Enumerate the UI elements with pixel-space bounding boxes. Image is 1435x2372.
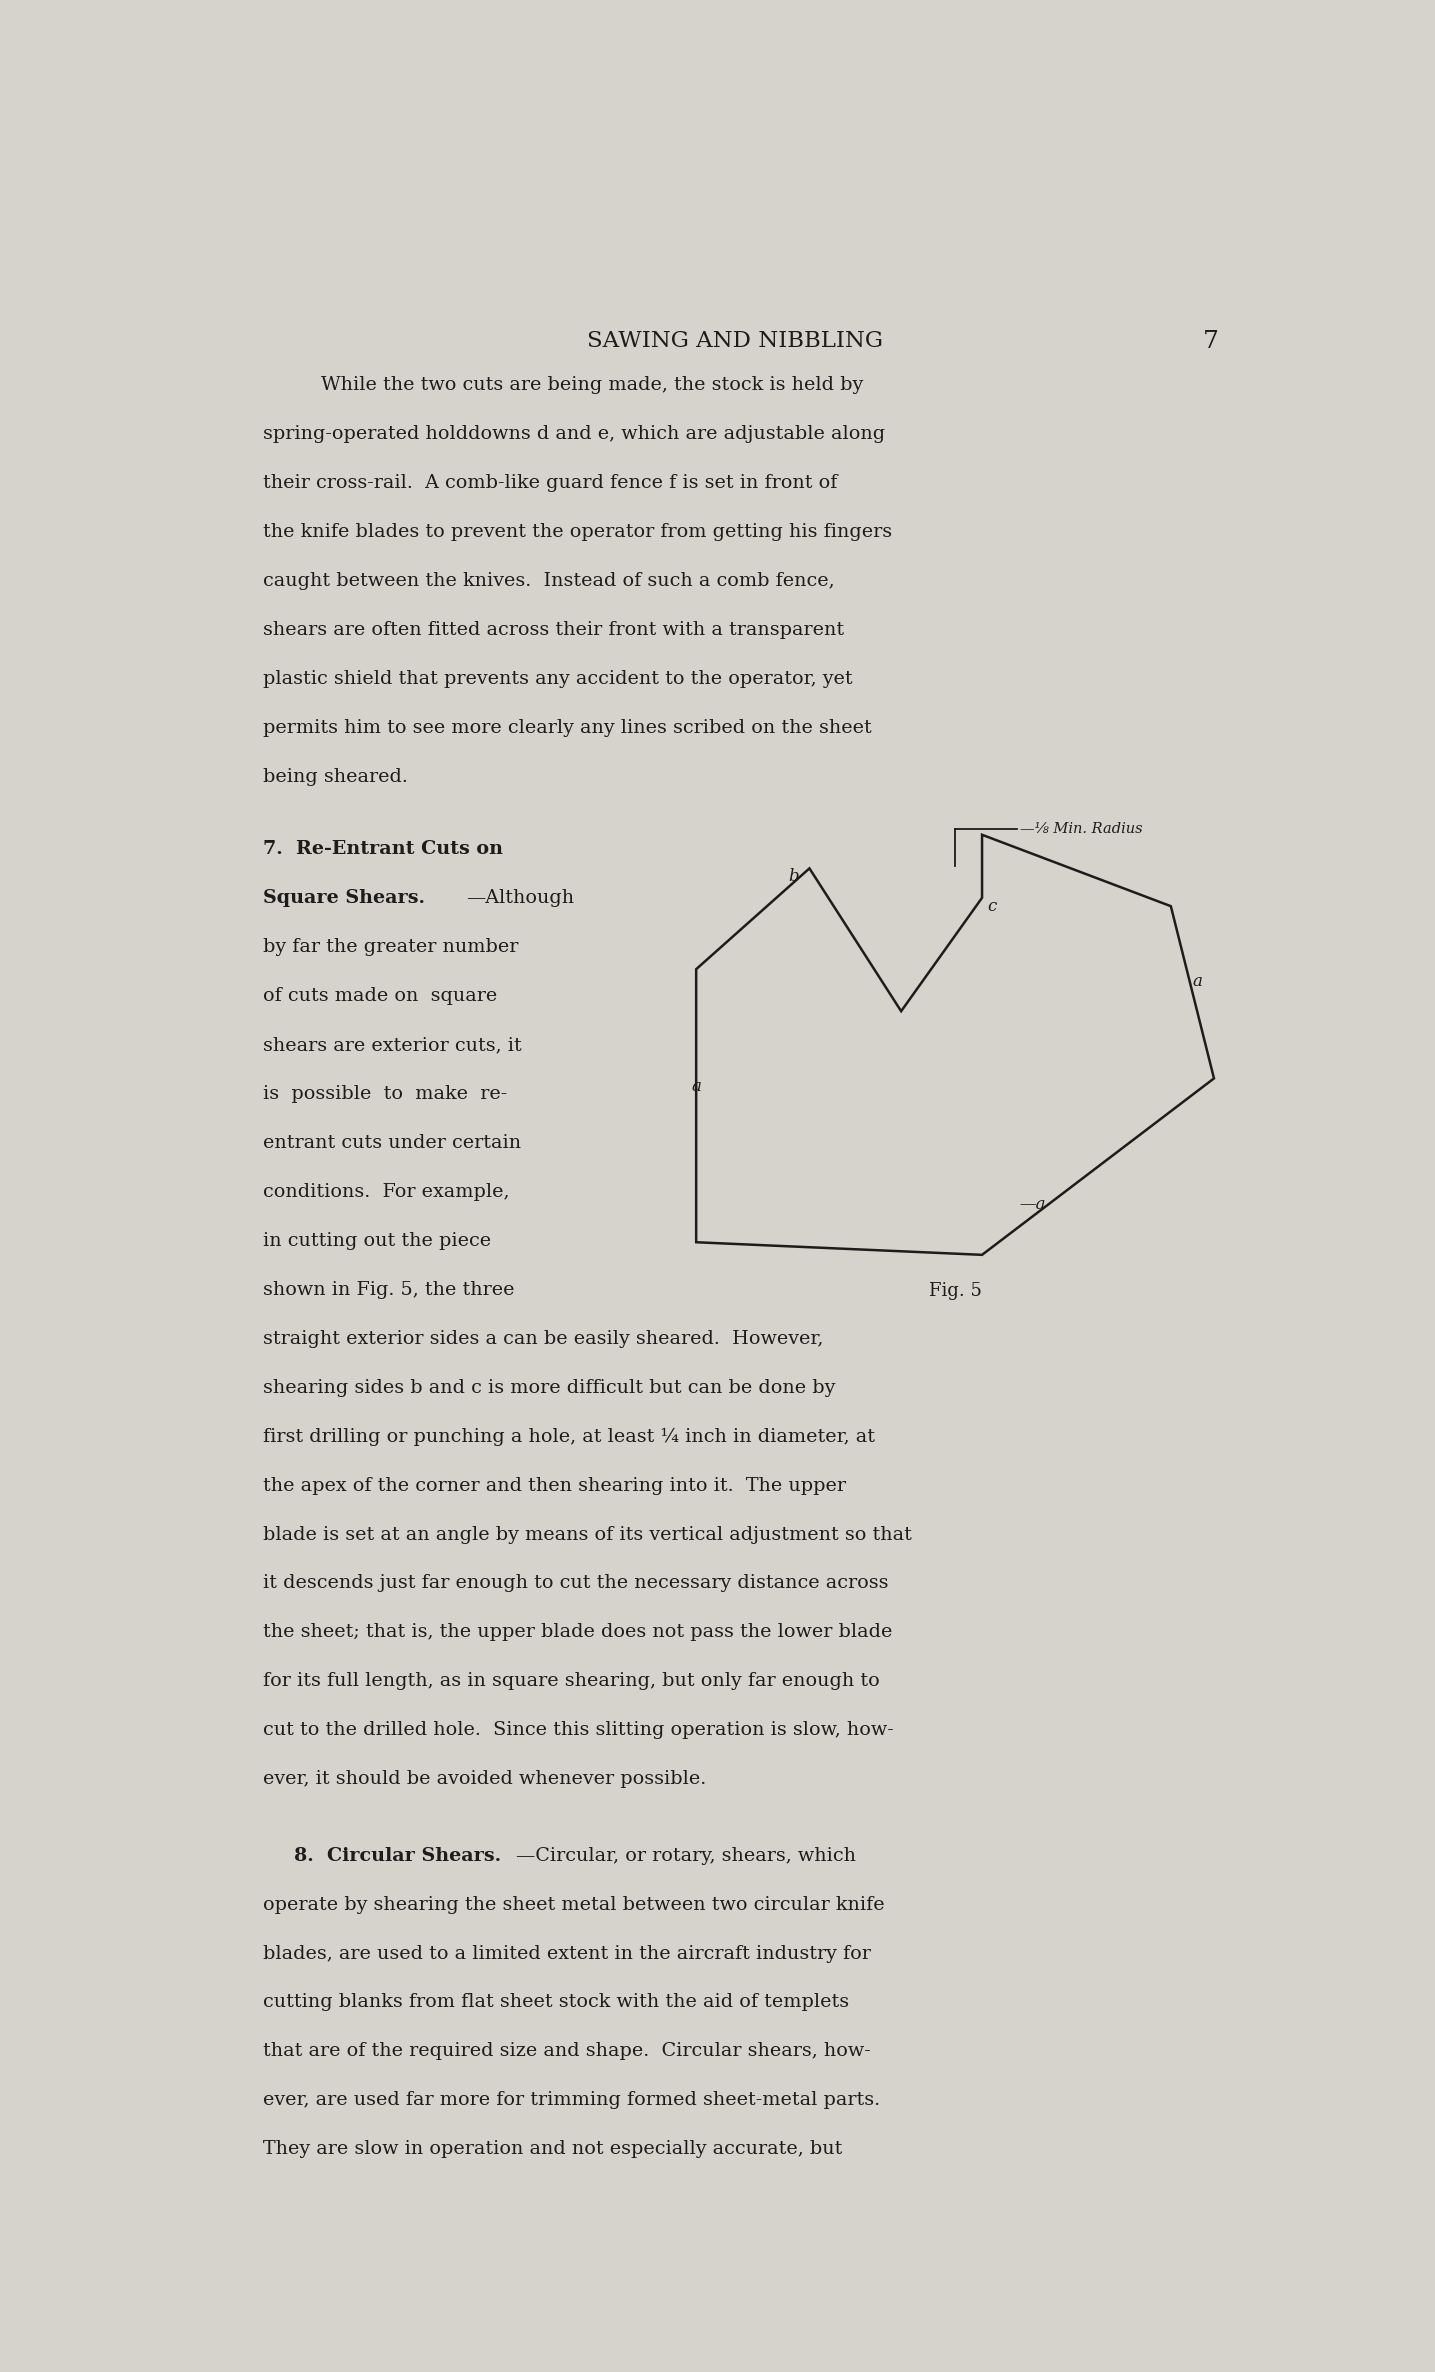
Text: entrant cuts under certain: entrant cuts under certain xyxy=(263,1134,521,1153)
Text: —Circular, or rotary, shears, which: —Circular, or rotary, shears, which xyxy=(517,1848,857,1864)
Text: Fig. 5: Fig. 5 xyxy=(928,1283,982,1300)
Text: shears are often fitted across their front with a transparent: shears are often fitted across their fro… xyxy=(263,621,844,638)
Text: ever, it should be avoided whenever possible.: ever, it should be avoided whenever poss… xyxy=(263,1770,706,1788)
Text: operate by shearing the sheet metal between two circular knife: operate by shearing the sheet metal betw… xyxy=(263,1895,884,1914)
Text: straight exterior sides a can be easily sheared.  However,: straight exterior sides a can be easily … xyxy=(263,1331,824,1347)
Text: blade is set at an angle by means of its vertical adjustment so that: blade is set at an angle by means of its… xyxy=(263,1525,911,1544)
Text: the apex of the corner and then shearing into it.  The upper: the apex of the corner and then shearing… xyxy=(263,1478,845,1494)
Text: is  possible  to  make  re-: is possible to make re- xyxy=(263,1084,507,1103)
Text: cutting blanks from flat sheet stock with the aid of templets: cutting blanks from flat sheet stock wit… xyxy=(263,1992,850,2011)
Text: c: c xyxy=(987,897,997,916)
Text: shears are exterior cuts, it: shears are exterior cuts, it xyxy=(263,1037,521,1053)
Text: by far the greater number: by far the greater number xyxy=(263,939,518,956)
Text: —a: —a xyxy=(1020,1195,1046,1212)
Text: 7: 7 xyxy=(1204,330,1220,353)
Text: 7.  Re-Entrant Cuts on: 7. Re-Entrant Cuts on xyxy=(263,840,502,859)
Text: blades, are used to a limited extent in the aircraft industry for: blades, are used to a limited extent in … xyxy=(263,1945,871,1962)
Text: it descends just far enough to cut the necessary distance across: it descends just far enough to cut the n… xyxy=(263,1575,888,1592)
Text: caught between the knives.  Instead of such a comb fence,: caught between the knives. Instead of su… xyxy=(263,572,834,591)
Text: ever, are used far more for trimming formed sheet-metal parts.: ever, are used far more for trimming for… xyxy=(263,2092,880,2109)
Text: —⅛ Min. Radius: —⅛ Min. Radius xyxy=(1020,823,1144,837)
Text: b: b xyxy=(788,868,799,885)
Text: for its full length, as in square shearing, but only far enough to: for its full length, as in square sheari… xyxy=(263,1672,880,1691)
Text: being sheared.: being sheared. xyxy=(263,769,408,785)
Text: their cross-rail.  A comb-like guard fence f is set in front of: their cross-rail. A comb-like guard fenc… xyxy=(263,474,837,491)
Text: While the two cuts are being made, the stock is held by: While the two cuts are being made, the s… xyxy=(320,377,862,394)
Text: 8.  Circular Shears.: 8. Circular Shears. xyxy=(294,1848,501,1864)
Text: spring-operated holddowns d and e, which are adjustable along: spring-operated holddowns d and e, which… xyxy=(263,425,885,444)
Text: of cuts made on  square: of cuts made on square xyxy=(263,987,497,1006)
Text: conditions.  For example,: conditions. For example, xyxy=(263,1184,509,1200)
Text: in cutting out the piece: in cutting out the piece xyxy=(263,1231,491,1250)
Text: SAWING AND NIBBLING: SAWING AND NIBBLING xyxy=(587,330,884,353)
Text: first drilling or punching a hole, at least ¼ inch in diameter, at: first drilling or punching a hole, at le… xyxy=(263,1428,875,1447)
Text: —Although: —Although xyxy=(466,890,574,906)
Text: shown in Fig. 5, the three: shown in Fig. 5, the three xyxy=(263,1281,514,1300)
Text: cut to the drilled hole.  Since this slitting operation is slow, how-: cut to the drilled hole. Since this slit… xyxy=(263,1722,894,1739)
Text: Square Shears.: Square Shears. xyxy=(263,890,425,906)
Text: the sheet; that is, the upper blade does not pass the lower blade: the sheet; that is, the upper blade does… xyxy=(263,1622,893,1641)
Text: shearing sides b and c is more difficult but can be done by: shearing sides b and c is more difficult… xyxy=(263,1378,835,1397)
Text: that are of the required size and shape.  Circular shears, how-: that are of the required size and shape.… xyxy=(263,2042,871,2061)
Text: a: a xyxy=(692,1079,700,1096)
Text: plastic shield that prevents any accident to the operator, yet: plastic shield that prevents any acciden… xyxy=(263,669,852,688)
Text: the knife blades to prevent the operator from getting his fingers: the knife blades to prevent the operator… xyxy=(263,522,893,541)
Text: a: a xyxy=(1192,973,1203,989)
Text: permits him to see more clearly any lines scribed on the sheet: permits him to see more clearly any line… xyxy=(263,719,871,738)
Text: They are slow in operation and not especially accurate, but: They are slow in operation and not espec… xyxy=(263,2140,842,2159)
